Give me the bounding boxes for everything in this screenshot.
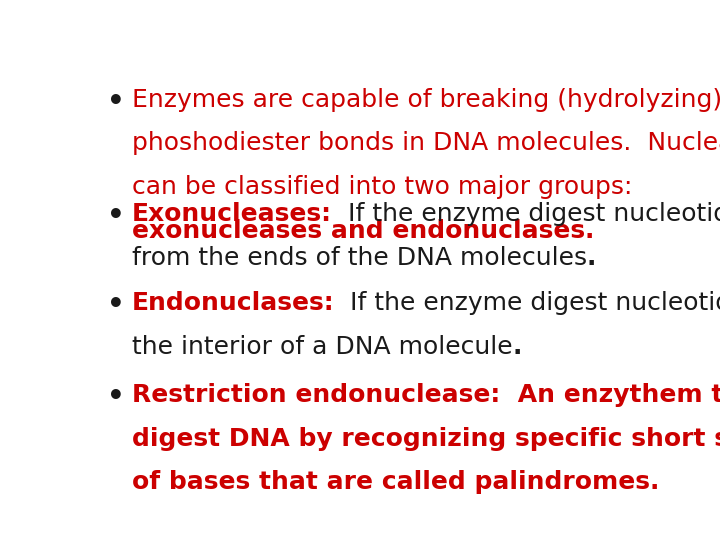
Text: exonucleases and endonuclases: exonucleases and endonuclases (132, 219, 585, 242)
Text: .: . (513, 335, 522, 359)
Text: Enzymes are capable of breaking (hydrolyzing): Enzymes are capable of breaking (hydroly… (132, 87, 720, 112)
Text: •: • (107, 87, 125, 116)
Text: .: . (650, 470, 660, 494)
Text: If the enzyme digest nucleotides in: If the enzyme digest nucleotides in (335, 292, 720, 315)
Text: phoshodiester bonds in DNA molecules.  Nucleases: phoshodiester bonds in DNA molecules. Nu… (132, 131, 720, 156)
Text: If the enzyme digest nucleotides: If the enzyme digest nucleotides (332, 202, 720, 226)
Text: can be classified into two major groups:: can be classified into two major groups: (132, 175, 632, 199)
Text: .: . (587, 246, 596, 269)
Text: •: • (107, 292, 125, 320)
Text: digest DNA by recognizing specific short sequences: digest DNA by recognizing specific short… (132, 427, 720, 450)
Text: Endonuclases:: Endonuclases: (132, 292, 335, 315)
Text: Restriction endonuclease:  An enzythem that: Restriction endonuclease: An enzythem th… (132, 383, 720, 407)
Text: the interior of a DNA molecule: the interior of a DNA molecule (132, 335, 513, 359)
Text: from the ends of the DNA molecules: from the ends of the DNA molecules (132, 246, 587, 269)
Text: Exonucleases:: Exonucleases: (132, 202, 332, 226)
Text: •: • (107, 383, 125, 411)
Text: .: . (585, 219, 594, 242)
Text: •: • (107, 202, 125, 230)
Text: of bases that are called palindromes: of bases that are called palindromes (132, 470, 650, 494)
